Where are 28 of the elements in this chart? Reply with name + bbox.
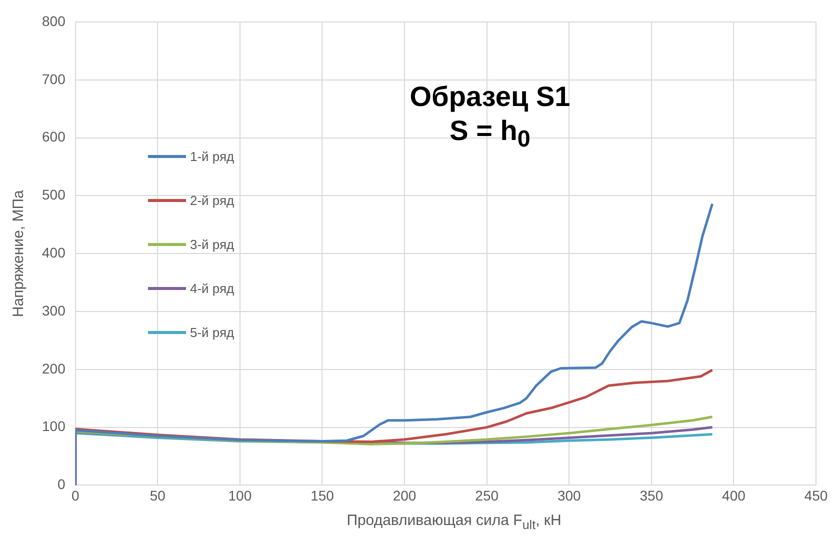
x-tick-label: 250 — [475, 487, 499, 504]
legend-label: 3-й ряд — [190, 236, 234, 252]
text: S = h$_{0}$ — [448, 114, 532, 154]
legend-label: 1-й ряд — [190, 148, 234, 164]
y-tick-label: 200 — [42, 360, 66, 376]
y-tick-label: 300 — [42, 302, 66, 318]
x-tick-label: 0 — [71, 487, 80, 504]
x-axis-title: Продавливающая сила F$_{ult}$, кН — [346, 512, 562, 532]
x-tick-label: 300 — [557, 487, 582, 504]
y-tick-label: 400 — [42, 244, 66, 260]
x-tick-label: 450 — [804, 487, 828, 504]
y-tick-label: 800 — [42, 12, 66, 29]
y-tick-label: 0 — [58, 476, 66, 492]
y-tick-label: 700 — [42, 70, 66, 87]
y-tick-label: 600 — [42, 128, 66, 145]
text: Образец S1 — [408, 80, 572, 114]
x-tick-label: 50 — [150, 487, 166, 504]
x-tick-label: 350 — [640, 487, 664, 504]
legend-label: 4-й ряд — [190, 280, 234, 296]
x-tick-label: 150 — [310, 487, 334, 504]
x-tick-label: 200 — [392, 487, 416, 504]
y-tick-label: 500 — [42, 186, 66, 203]
y-axis-title: Напряжение, МПа — [10, 189, 28, 318]
legend-label: 5-й ряд — [190, 324, 234, 340]
x-tick-label: 400 — [722, 487, 746, 504]
x-tick-label: 100 — [228, 487, 252, 504]
y-tick-label: 100 — [42, 418, 66, 434]
legend-label: 2-й ряд — [190, 192, 234, 208]
